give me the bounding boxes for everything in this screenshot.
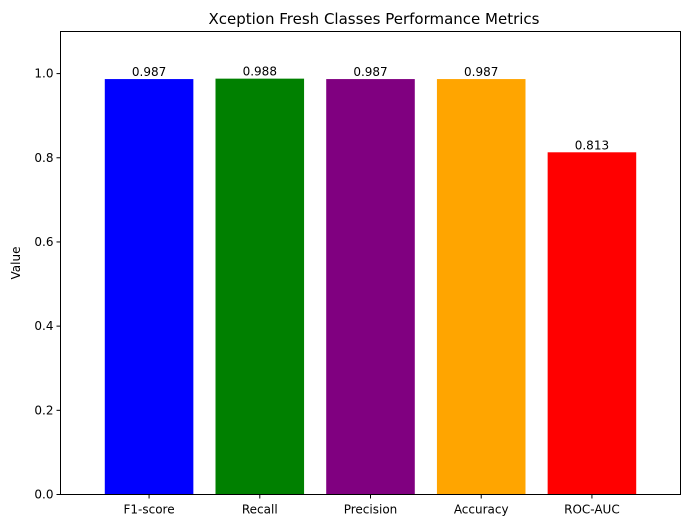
chart-title: Xception Fresh Classes Performance Metri… bbox=[208, 10, 539, 28]
data-label-roc-auc: 0.813 bbox=[575, 138, 609, 152]
bar-precision bbox=[326, 79, 415, 495]
y-tick-label: 0.8 bbox=[34, 151, 53, 165]
y-tick-label: 0.2 bbox=[34, 403, 53, 417]
data-label-precision: 0.987 bbox=[353, 65, 387, 79]
x-tick-label: Accuracy bbox=[454, 503, 509, 517]
x-tick-label: F1-score bbox=[124, 503, 175, 517]
x-axis: F1-score Recall Precision Accuracy ROC-AUC bbox=[124, 494, 620, 517]
y-tick-label: 0.4 bbox=[34, 319, 53, 333]
y-axis-label: Value bbox=[9, 247, 23, 280]
y-axis: 0.0 0.2 0.4 0.6 0.8 1.0 bbox=[34, 67, 61, 502]
bars-group bbox=[104, 78, 637, 495]
x-tick-label: Recall bbox=[242, 503, 278, 517]
bar-f1-score bbox=[104, 79, 194, 495]
bar-roc-auc bbox=[547, 152, 637, 495]
y-tick-label: 1.0 bbox=[34, 67, 53, 81]
bar-recall bbox=[215, 78, 305, 495]
y-tick-label: 0.6 bbox=[34, 235, 53, 249]
data-label-f1-score: 0.987 bbox=[132, 65, 166, 79]
x-tick-label: ROC-AUC bbox=[564, 503, 620, 517]
data-labels-group: 0.987 0.988 0.987 0.987 0.813 bbox=[132, 65, 609, 153]
plot-frame bbox=[60, 31, 681, 495]
y-tick-label: 0.0 bbox=[34, 488, 53, 502]
bar-accuracy bbox=[436, 79, 526, 495]
data-label-accuracy: 0.987 bbox=[464, 65, 498, 79]
x-tick-label: Precision bbox=[344, 503, 398, 517]
data-label-recall: 0.988 bbox=[243, 65, 277, 79]
